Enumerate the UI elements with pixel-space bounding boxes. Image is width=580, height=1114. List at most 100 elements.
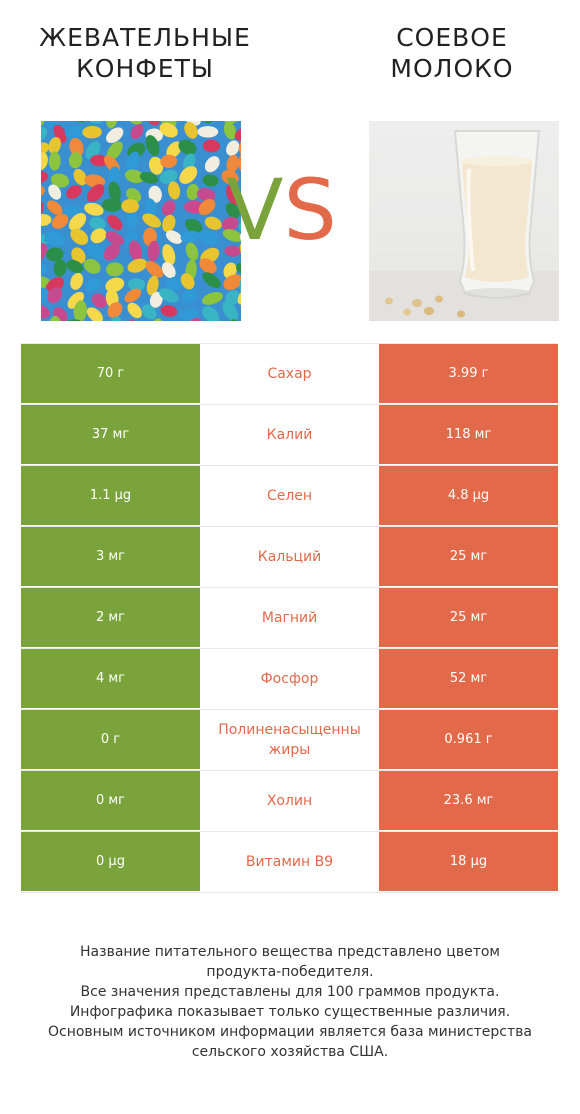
jelly-bean xyxy=(86,244,107,260)
jelly-bean xyxy=(84,202,104,216)
jelly-bean xyxy=(48,137,61,154)
jelly-bean xyxy=(159,169,178,184)
nutrient-name: Калий xyxy=(266,426,313,443)
jelly-bean xyxy=(146,275,159,296)
jelly-bean xyxy=(73,168,87,186)
jelly-bean xyxy=(180,273,195,290)
nutrient-name: Сахар xyxy=(267,365,312,382)
jelly-bean xyxy=(221,169,239,185)
footer-note: Название питательного вещества представл… xyxy=(10,942,570,1062)
jelly-bean xyxy=(160,305,178,317)
jelly-bean xyxy=(226,154,239,173)
jelly-bean xyxy=(90,228,107,244)
jelly-bean xyxy=(73,300,87,321)
jelly-bean xyxy=(165,230,183,244)
jelly-bean xyxy=(41,142,50,156)
jelly-bean xyxy=(101,198,123,212)
jelly-bean xyxy=(69,121,88,123)
jelly-bean xyxy=(146,121,161,126)
table-row: 3 мг Кальций 25 мг xyxy=(21,527,558,588)
left-title-line1: ЖЕВАТЕЛЬНЫЕ xyxy=(39,23,251,52)
jelly-bean xyxy=(90,154,109,167)
jelly-bean xyxy=(202,174,219,187)
jelly-bean xyxy=(149,156,164,175)
table-row: 2 мг Магний 25 мг xyxy=(21,588,558,649)
jelly-bean xyxy=(199,229,219,245)
jelly-bean xyxy=(168,181,181,200)
jelly-bean xyxy=(224,245,241,257)
jelly-bean xyxy=(127,302,142,319)
table-row: 4 мг Фосфор 52 мг xyxy=(21,649,558,710)
jelly-bean xyxy=(226,184,240,206)
jelly-bean xyxy=(124,288,142,303)
jelly-bean xyxy=(222,229,241,242)
jelly-bean xyxy=(185,242,199,261)
jelly-bean xyxy=(71,247,86,264)
jelly-bean xyxy=(239,121,241,125)
jelly-beans-image xyxy=(41,121,241,321)
nutrient-name: Витамин B9 xyxy=(245,853,334,870)
jelly-bean xyxy=(41,185,45,198)
nutrient-name: Фосфор xyxy=(260,670,319,687)
jelly-bean xyxy=(41,171,49,184)
footer-line4: Инфографика показывает только существенн… xyxy=(69,1004,511,1020)
table-row: 37 мг Калий 118 мг xyxy=(21,405,558,466)
jelly-bean xyxy=(69,137,84,157)
jelly-bean xyxy=(41,304,50,319)
jelly-bean xyxy=(103,243,121,261)
jelly-bean xyxy=(180,230,200,243)
jelly-bean xyxy=(107,302,123,318)
jelly-bean xyxy=(105,277,125,293)
jelly-bean xyxy=(130,124,144,139)
jelly-bean xyxy=(41,152,48,170)
jelly-bean xyxy=(204,216,222,230)
jelly-bean xyxy=(108,166,121,186)
jelly-bean xyxy=(53,259,67,277)
left-value: 0 мг xyxy=(21,771,200,830)
jelly-bean xyxy=(223,262,237,279)
nutrient-name: Селен xyxy=(266,487,313,504)
jelly-bean xyxy=(197,126,219,138)
jelly-bean xyxy=(159,288,179,303)
jelly-bean xyxy=(223,274,241,291)
jelly-bean xyxy=(66,259,84,274)
jelly-bean xyxy=(125,151,140,172)
jelly-bean xyxy=(179,166,198,184)
nutrient-name: Кальций xyxy=(257,548,322,565)
jelly-bean xyxy=(202,306,220,321)
footer-line6: сельского хозяйства США. xyxy=(191,1044,389,1060)
jelly-bean xyxy=(41,287,50,303)
jelly-bean xyxy=(41,243,48,262)
footer-line1: Название питательного вещества представл… xyxy=(80,944,500,960)
jelly-bean xyxy=(161,262,176,279)
jelly-bean xyxy=(46,121,64,129)
jelly-bean xyxy=(82,125,102,139)
jelly-bean xyxy=(223,121,237,140)
jelly-bean xyxy=(48,184,62,200)
jelly-bean xyxy=(41,126,48,143)
jelly-bean xyxy=(126,212,138,230)
jelly-bean xyxy=(70,272,84,290)
left-value: 4 мг xyxy=(21,649,200,708)
jelly-bean xyxy=(127,278,146,291)
right-value: 118 мг xyxy=(379,405,558,464)
jelly-bean xyxy=(126,188,142,203)
jelly-bean xyxy=(43,231,66,246)
jelly-bean xyxy=(162,244,176,266)
jelly-bean xyxy=(145,135,160,156)
left-value: 3 мг xyxy=(21,527,200,586)
jelly-bean xyxy=(225,202,240,219)
left-product-title: ЖЕВАТЕЛЬНЫЕ КОНФЕТЫ xyxy=(30,22,260,84)
jelly-bean xyxy=(46,247,64,262)
vs-v: V xyxy=(226,161,284,259)
footer-line3: Все значения представлены для 100 граммо… xyxy=(80,984,500,1000)
jelly-bean xyxy=(179,308,198,321)
jelly-bean xyxy=(106,262,124,277)
jelly-bean xyxy=(70,228,89,245)
jelly-bean xyxy=(105,231,125,246)
right-product-title: СОЕВОЕ МОЛОКО xyxy=(352,22,552,84)
jelly-bean xyxy=(184,121,198,139)
left-title-line2: КОНФЕТЫ xyxy=(76,54,214,83)
jelly-bean xyxy=(196,187,216,202)
jelly-bean xyxy=(46,200,63,216)
